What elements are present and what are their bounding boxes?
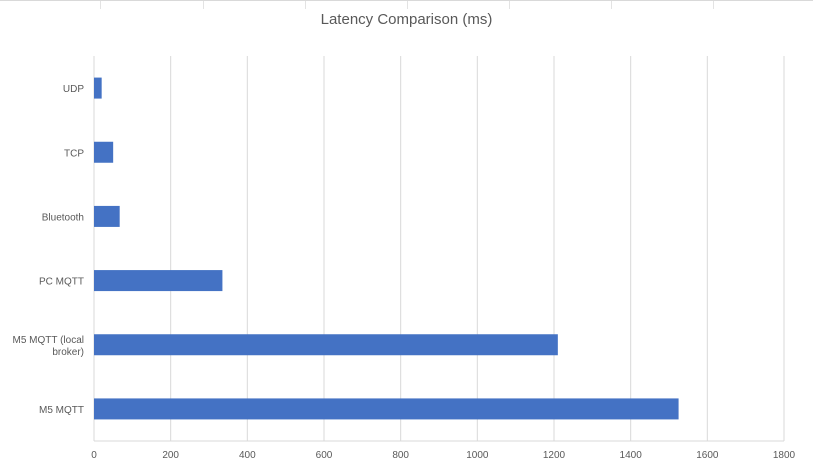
x-tick-label-200: 200 (162, 450, 179, 461)
category-label-m5-mqtt-local-broker: M5 MQTT (local broker) (13, 335, 85, 358)
bar-4 (94, 334, 558, 356)
category-label-bluetooth: Bluetooth (42, 212, 84, 223)
bar-2 (94, 205, 120, 227)
x-tick-label-400: 400 (239, 450, 256, 461)
bar-5 (94, 398, 679, 420)
x-tick-label-1600: 1600 (696, 450, 719, 461)
category-label-pc-mqtt: PC MQTT (39, 277, 84, 288)
category-label-tcp: TCP (64, 148, 84, 159)
x-tick-label-1800: 1800 (773, 450, 796, 461)
x-tick-label-1200: 1200 (543, 450, 566, 461)
bar-1 (94, 141, 114, 163)
x-tick-label-0: 0 (91, 450, 97, 461)
sheet-column-guides (0, 1, 813, 9)
x-tick-label-1400: 1400 (620, 450, 643, 461)
bar-0 (94, 77, 102, 99)
category-label-udp: UDP (63, 84, 84, 95)
x-tick-label-600: 600 (316, 450, 333, 461)
category-label-m5-mqtt: M5 MQTT (39, 405, 84, 416)
chart-title: Latency Comparison (ms) (320, 11, 493, 28)
x-tick-label-800: 800 (392, 450, 409, 461)
x-tick-label-1000: 1000 (466, 450, 489, 461)
bar-3 (94, 270, 223, 292)
